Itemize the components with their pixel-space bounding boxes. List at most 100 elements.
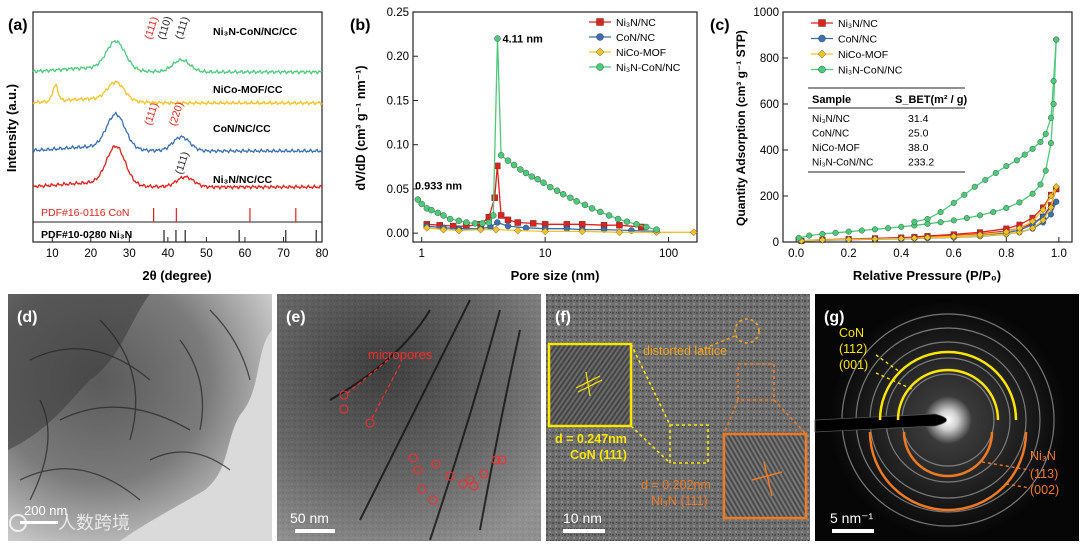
pore-point [434, 209, 441, 217]
watermark-text: 人数跨境 [58, 513, 130, 533]
pore-point [579, 221, 586, 228]
bet-desorption-line [914, 188, 1057, 238]
pore-point [588, 205, 596, 212]
bet-table: Sample S_BET(m² / g) Ni₃N/NC 31.4 CoN/NC 25.0… [808, 87, 967, 173]
bet-point [1050, 100, 1057, 107]
distorted-lattice-circle [734, 318, 760, 344]
bet-point [950, 232, 958, 240]
xrd-sample-label: Ni₃N/NC/CC [213, 174, 273, 186]
bet-point [898, 223, 905, 230]
peak-annotation: 4.11 nm [502, 34, 543, 46]
pore-point [479, 220, 486, 227]
micropore-circle [408, 453, 418, 463]
micropore-circle [497, 455, 507, 465]
table-cell-sample: NiCo-MOF [812, 143, 860, 154]
ref-label-con: PDF#16-0116 CoN [41, 207, 130, 219]
pore-point [540, 179, 547, 186]
panel-label-f: (f) [555, 309, 571, 326]
micropore-circle [431, 459, 441, 469]
pore-point [615, 228, 624, 237]
table-cell-value: 31.4 [908, 113, 929, 125]
table-cell-value: 233.2 [908, 157, 934, 169]
bet-point [819, 230, 826, 237]
panel-a-xrd: (a) PDF#16-0116 CoN PDF#10-0280 Ni₃N (111… [4, 11, 329, 283]
x-tick-label-c: 1.0 [1051, 248, 1067, 260]
ni3n-source-box [737, 363, 775, 401]
pore-point [490, 212, 497, 219]
y-tick-label-b: 0.00 [387, 228, 409, 240]
pore-point [494, 162, 501, 170]
pore-series [414, 35, 698, 237]
panel-b-pore-size: (b) 0.00 0.05 0.10 0.15 0.20 0.25 1 10 100 Ni₃N/… [350, 7, 698, 283]
panel-f-hrtem: (f) d = 0.247nm CoN (111) distorted latt… [546, 294, 810, 541]
bet-point [818, 236, 826, 244]
bet-point [897, 234, 905, 243]
bet-point [1042, 130, 1049, 137]
con-source-box [669, 424, 709, 464]
pore-point [504, 216, 512, 224]
axes-frame-a [32, 11, 323, 243]
x-tick-label-a: 80 [316, 248, 329, 260]
pore-point [573, 198, 580, 205]
pore-point [529, 220, 537, 227]
bet-point [950, 199, 957, 206]
bet-point [1039, 206, 1047, 214]
pore-point [414, 196, 422, 203]
ni3n-ring-pointers [981, 461, 1031, 489]
table-cell-sample: CoN/NC [812, 129, 849, 140]
xrd-labels: (111)(110)(111)(111) (220)(111)Ni₃N-CoN/N… [142, 15, 297, 186]
y-tick-label-c: 600 [760, 99, 779, 111]
y-tick-label-b: 0.20 [387, 51, 409, 63]
x-tick-label-a: 10 [46, 248, 59, 260]
scale-text-e: 50 nm [290, 510, 329, 526]
x-tick-label-b: 1 [419, 248, 425, 260]
bet-point [845, 228, 852, 235]
legend-marker-c [818, 65, 826, 74]
scale-bar-d [20, 521, 58, 524]
bet-point [1050, 77, 1057, 84]
bet-legend: Ni₃N/NC CoN/NC NiCo-MOF Ni₃N-CoN/NC [811, 18, 903, 77]
legend-label-c: Ni₃N-CoN/NC [838, 65, 903, 77]
pore-point [418, 200, 425, 208]
pore-point [534, 175, 541, 183]
y-tick-label-c: 400 [760, 145, 779, 157]
pore-point [643, 223, 650, 231]
pore-point [633, 221, 640, 228]
ref-label-ni3n: PDF#10-0280 Ni₃N [41, 229, 132, 241]
con-plane: CoN (111) [570, 448, 627, 462]
distorted-lattice-label: distorted lattice [643, 344, 727, 358]
x-axis-label-a: 2θ (degree) [142, 268, 211, 283]
bet-point [977, 212, 984, 219]
pore-point [581, 201, 589, 209]
table-cell-value: 25.0 [908, 128, 929, 140]
bet-point [1029, 145, 1036, 152]
bet-point [1052, 183, 1060, 191]
y-tick-label-c: 800 [760, 53, 779, 65]
xrd-sample-label: Ni₃N-CoN/NC/CC [213, 26, 298, 38]
pore-point [450, 222, 457, 230]
beam-stopper [814, 413, 947, 433]
panel-label-e: (e) [286, 309, 306, 326]
xrd-traces [32, 39, 323, 191]
bet-point [1037, 181, 1044, 188]
legend-marker-c [818, 19, 826, 27]
bet-point [1021, 151, 1028, 158]
micropore-circle [417, 484, 427, 494]
y-axis-label-c: Quantity Adsorption (cm³ g⁻¹ STP) [734, 30, 748, 226]
bet-point [1029, 190, 1036, 197]
axes-frame-b [412, 11, 698, 243]
pore-point [614, 215, 622, 223]
bet-point [1029, 217, 1037, 225]
x-tick-label-a: 50 [200, 248, 213, 260]
tem-shading-e [277, 294, 541, 541]
bet-point [1037, 138, 1044, 145]
pore-point [567, 194, 574, 201]
con-lattice-marker [575, 371, 603, 397]
pore-point [541, 227, 549, 236]
panel-label-a: (a) [8, 17, 28, 34]
pore-point [559, 191, 567, 198]
scale-text-g: 5 nm⁻¹ [830, 510, 874, 526]
panel-label-g: (g) [824, 309, 844, 326]
watermark-logo-icon [9, 514, 27, 532]
